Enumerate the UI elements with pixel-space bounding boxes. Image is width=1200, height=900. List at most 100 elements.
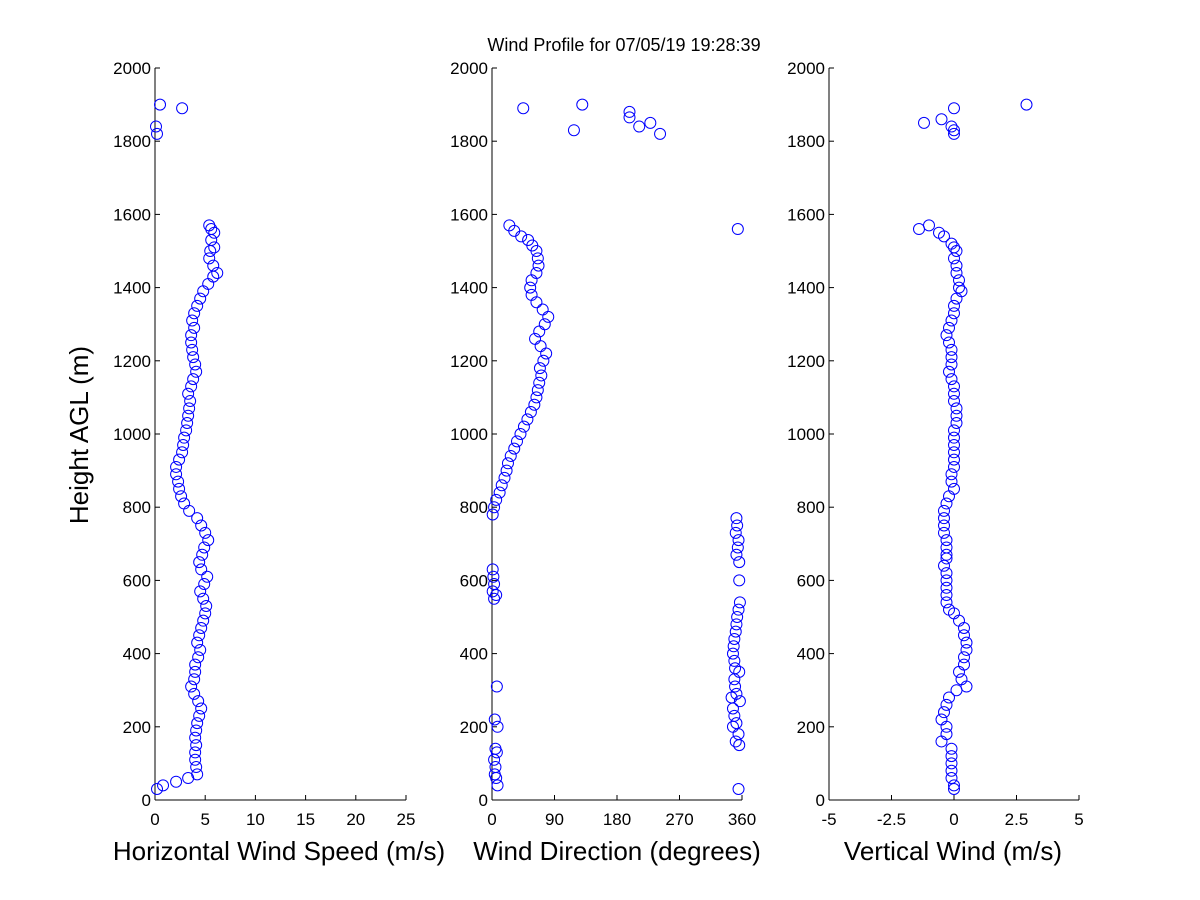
data-point — [203, 219, 216, 232]
data-point — [923, 219, 935, 232]
data-point — [948, 299, 960, 312]
data-point — [180, 424, 193, 437]
x-tick-label: -5 — [821, 810, 836, 829]
data-point — [185, 329, 198, 342]
data-point — [940, 698, 953, 711]
y-tick-label: 1800 — [113, 132, 151, 151]
data-point — [195, 621, 208, 634]
data-point — [151, 127, 164, 140]
data-point — [488, 501, 501, 514]
data-point — [945, 468, 958, 481]
data-point — [733, 596, 746, 609]
y-tick-label: 800 — [460, 498, 488, 517]
data-point — [211, 266, 224, 279]
data-point — [498, 471, 511, 484]
data-point — [193, 556, 206, 569]
y-tick-label: 1200 — [787, 352, 825, 371]
data-point — [1020, 98, 1033, 111]
data-point — [186, 343, 199, 356]
y-tick-label: 400 — [123, 645, 151, 664]
data-point — [196, 548, 209, 561]
data-point — [490, 746, 503, 759]
data-point — [533, 325, 546, 338]
y-tick-label: 1600 — [787, 205, 825, 224]
data-point — [733, 556, 746, 569]
y-tick-label: 1200 — [450, 352, 488, 371]
data-point — [948, 460, 960, 473]
data-point — [175, 490, 188, 503]
data-point — [189, 665, 202, 678]
vertical-wind-panel: Vertical Wind (m/s) 0 200 400 600 800 1000 120… — [787, 59, 1084, 866]
data-point — [945, 757, 958, 770]
y-tick-label: 600 — [123, 571, 151, 590]
data-point — [958, 629, 970, 642]
data-point — [177, 438, 190, 451]
data-point — [731, 541, 744, 554]
data-point — [525, 274, 538, 287]
data-point — [528, 398, 541, 411]
data-point — [537, 354, 550, 367]
data-point — [950, 259, 963, 272]
data-point — [958, 621, 970, 634]
y-tick-label: 0 — [479, 791, 488, 810]
data-point — [194, 585, 207, 598]
data-point — [486, 508, 499, 521]
data-point — [517, 102, 530, 115]
y-tick-label: 1000 — [787, 425, 825, 444]
y-tick-label: 200 — [797, 718, 825, 737]
data-point — [194, 292, 207, 305]
data-point — [190, 724, 203, 737]
data-point — [948, 424, 960, 437]
data-point — [938, 230, 950, 243]
data-point — [195, 563, 208, 576]
data-point — [729, 625, 742, 638]
x-tick-label: 270 — [665, 810, 693, 829]
data-point — [191, 299, 204, 312]
data-point — [200, 600, 213, 613]
y-tick-label: 1400 — [450, 279, 488, 298]
x-tick-label: 360 — [728, 810, 756, 829]
data-point — [958, 651, 970, 664]
data-point — [938, 559, 950, 572]
data-point — [195, 519, 208, 532]
data-point — [190, 365, 203, 378]
data-point — [185, 680, 198, 693]
data-point — [733, 695, 746, 708]
horizontal-wind-speed-panel: Horizontal Wind Speed (m/s) 020040060080… — [113, 59, 445, 866]
data-point — [938, 512, 950, 525]
data-point — [948, 438, 960, 451]
data-point — [488, 713, 501, 726]
data-point — [190, 761, 203, 774]
data-point — [530, 296, 543, 309]
data-point — [950, 409, 963, 422]
data-point — [945, 772, 958, 785]
data-point — [940, 567, 953, 580]
data-point — [490, 772, 503, 785]
data-point — [728, 654, 741, 667]
data-point — [535, 369, 548, 382]
data-point — [731, 611, 744, 623]
data-point — [178, 497, 191, 510]
data-point — [188, 307, 201, 320]
data-point — [533, 362, 546, 375]
y-tick-label: 2000 — [113, 59, 151, 78]
data-point — [945, 314, 958, 327]
y-tick-label: 0 — [142, 791, 151, 810]
data-point — [524, 281, 537, 294]
data-point — [726, 647, 739, 660]
y-tick-label: 2000 — [787, 59, 825, 78]
data-point — [189, 753, 202, 766]
x-axis-label-direction: Wind Direction (degrees) — [473, 836, 761, 866]
data-point — [176, 446, 189, 459]
data-point — [199, 526, 212, 539]
data-point — [731, 519, 744, 532]
data-point — [521, 413, 534, 426]
data-point — [943, 365, 955, 378]
data-point — [208, 241, 221, 254]
data-point — [187, 351, 200, 364]
y-tick-label: 200 — [123, 718, 151, 737]
x-tick-label: 5 — [1074, 810, 1083, 829]
y-tick-label: 400 — [797, 645, 825, 664]
data-point — [202, 534, 215, 547]
data-point — [727, 640, 740, 653]
